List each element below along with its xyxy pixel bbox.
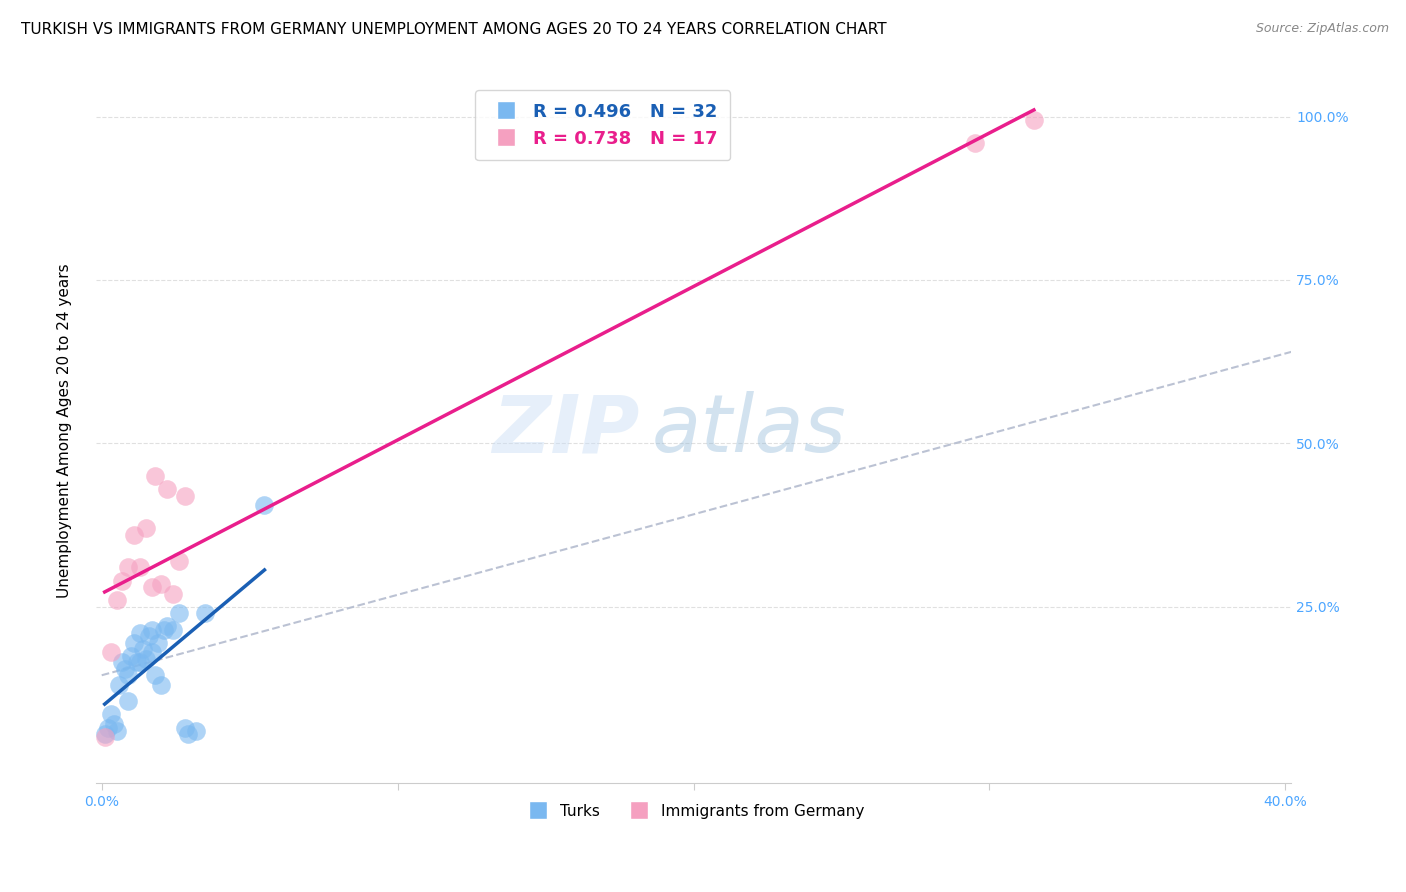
Point [156, 482, 179, 496]
Point [93, 731, 115, 745]
Point [156, 619, 179, 633]
Point [114, 662, 136, 676]
Point [117, 668, 139, 682]
Point [143, 469, 166, 483]
Point [122, 635, 145, 649]
Point [105, 593, 128, 607]
Point [97, 721, 120, 735]
Point [1022, 112, 1045, 127]
Point [186, 723, 208, 738]
Point [253, 499, 276, 513]
Point [129, 625, 152, 640]
Point [963, 136, 986, 150]
Point [129, 560, 152, 574]
Point [138, 629, 160, 643]
Point [122, 528, 145, 542]
Point [100, 645, 122, 659]
Point [135, 652, 157, 666]
Point [141, 623, 163, 637]
Point [167, 606, 190, 620]
Point [162, 623, 184, 637]
Text: ZIP: ZIP [492, 392, 640, 469]
Point [117, 694, 139, 708]
Point [162, 586, 184, 600]
Legend: Turks, Immigrants from Germany: Turks, Immigrants from Germany [516, 797, 870, 825]
Point [132, 642, 155, 657]
Point [117, 560, 139, 574]
Point [149, 678, 172, 692]
Text: Source: ZipAtlas.com: Source: ZipAtlas.com [1256, 22, 1389, 36]
Point [173, 489, 195, 503]
Point [100, 707, 122, 722]
Point [103, 717, 125, 731]
Point [93, 727, 115, 741]
Point [153, 623, 176, 637]
Point [111, 574, 134, 588]
Point [105, 723, 128, 738]
Point [143, 668, 166, 682]
Point [141, 645, 163, 659]
Text: TURKISH VS IMMIGRANTS FROM GERMANY UNEMPLOYMENT AMONG AGES 20 TO 24 YEARS CORREL: TURKISH VS IMMIGRANTS FROM GERMANY UNEMP… [21, 22, 887, 37]
Point [173, 721, 195, 735]
Point [108, 678, 131, 692]
Point [111, 655, 134, 669]
Point [141, 580, 163, 594]
Point [129, 655, 152, 669]
Point [120, 648, 142, 663]
Point [146, 635, 169, 649]
Point [194, 606, 217, 620]
Text: atlas: atlas [652, 392, 846, 469]
Point [167, 554, 190, 568]
Y-axis label: Unemployment Among Ages 20 to 24 years: Unemployment Among Ages 20 to 24 years [58, 263, 72, 598]
Point [149, 576, 172, 591]
Point [127, 655, 149, 669]
Point [135, 521, 157, 535]
Point [176, 727, 198, 741]
